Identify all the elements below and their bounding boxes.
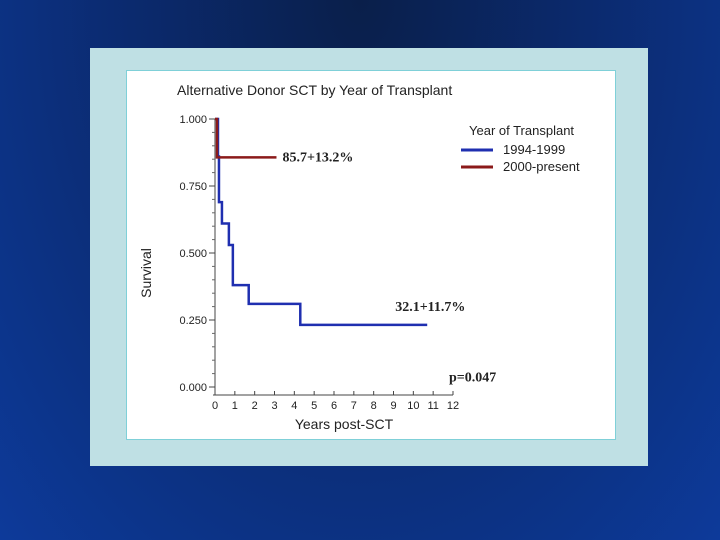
y-tick-label: 0.250 (179, 315, 207, 327)
x-tick-label: 3 (271, 400, 277, 412)
x-tick-label: 4 (291, 400, 297, 412)
x-tick-label: 10 (407, 400, 419, 412)
x-tick-label: 11 (427, 400, 438, 412)
x-tick-label: 1 (232, 400, 238, 412)
legend-title: Year of Transplant (469, 123, 574, 138)
y-axis-label: Survival (138, 248, 154, 298)
x-tick-label: 5 (311, 400, 317, 412)
annotation-2000-present-survival: 85.7+13.2% (282, 150, 353, 165)
y-tick-label: 1.000 (179, 114, 207, 126)
chart-title: Alternative Donor SCT by Year of Transpl… (177, 82, 452, 98)
x-tick-label: 12 (447, 400, 459, 412)
y-tick-label: 0.000 (179, 382, 207, 394)
annotation-p-value: p=0.047 (449, 370, 496, 385)
chart-panel: Alternative Donor SCT by Year of Transpl… (126, 70, 616, 440)
annotation-1994-1999-survival: 32.1+11.7% (395, 300, 465, 315)
x-tick-label: 6 (331, 400, 337, 412)
x-tick-label: 8 (371, 400, 377, 412)
x-tick-label: 7 (351, 400, 357, 412)
series-line-2000-present (215, 117, 277, 159)
legend-entry: 2000-present (503, 159, 580, 174)
x-tick-label: 2 (252, 400, 258, 412)
x-tick-label: 0 (212, 400, 218, 412)
y-tick-label: 0.750 (179, 181, 207, 193)
x-tick-label: 9 (390, 400, 396, 412)
x-axis-label: Years post-SCT (295, 416, 394, 432)
y-tick-label: 0.500 (179, 248, 207, 260)
survival-chart: Alternative Donor SCT by Year of Transpl… (138, 82, 580, 432)
legend-entry: 1994-1999 (503, 142, 565, 157)
